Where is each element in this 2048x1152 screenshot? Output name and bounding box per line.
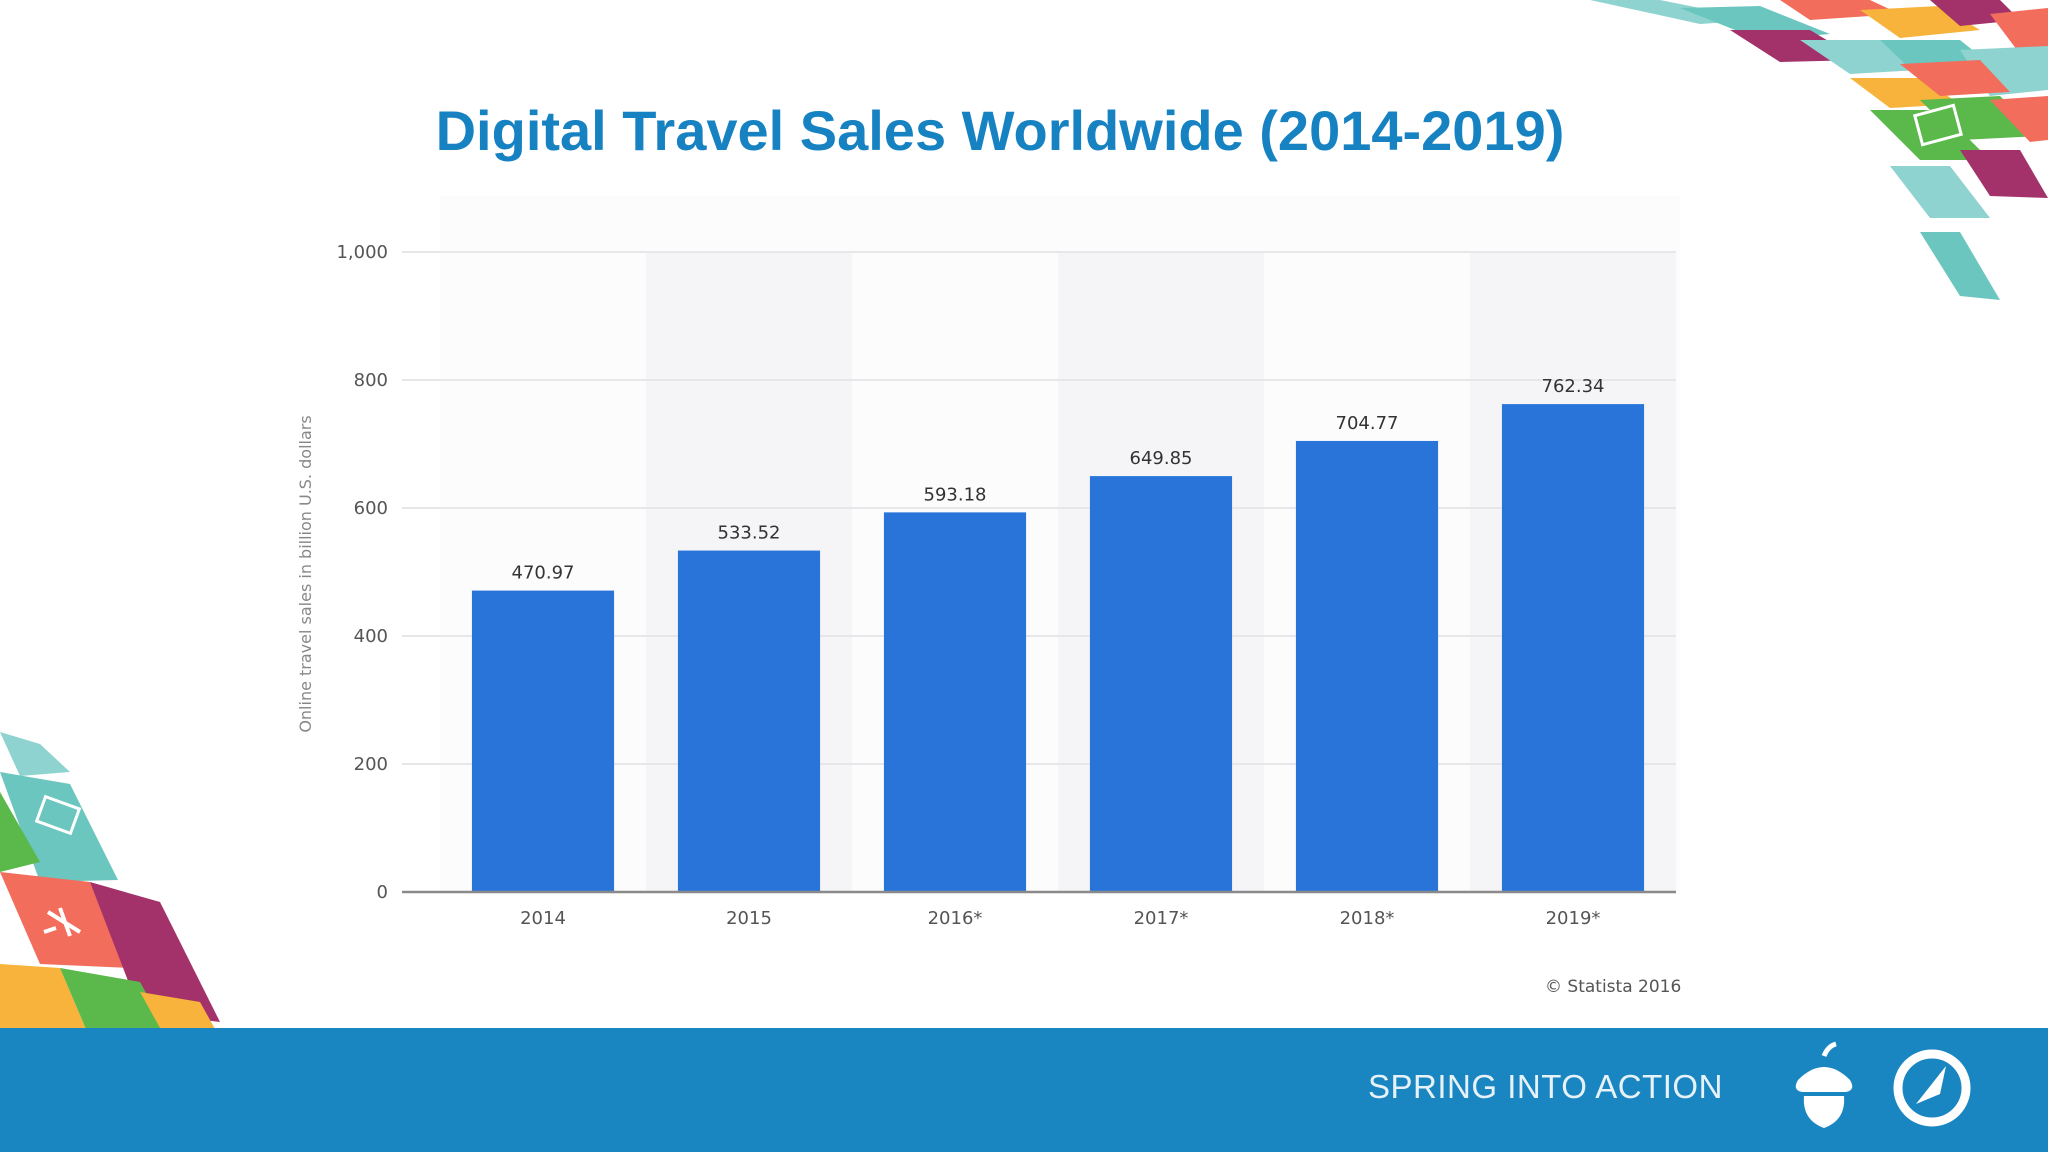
x-tick-label: 2016* xyxy=(928,908,983,929)
compass-logo-icon xyxy=(1893,1049,1971,1127)
acorn-logo-icon xyxy=(1795,1041,1853,1128)
bar xyxy=(1501,404,1645,892)
bar-value-label: 470.97 xyxy=(512,563,575,584)
y-tick-label: 600 xyxy=(354,498,388,519)
bar-value-label: 649.85 xyxy=(1130,448,1193,469)
x-tick-label: 2014 xyxy=(520,908,566,929)
x-tick-label: 2015 xyxy=(726,908,772,929)
footer-tagline: SPRING INTO ACTION xyxy=(1368,1068,1723,1105)
bar xyxy=(677,550,821,892)
y-tick-label: 200 xyxy=(354,754,388,775)
chart-source-credit: © Statista 2016 xyxy=(1545,977,1682,997)
x-tick-label: 2018* xyxy=(1340,908,1395,929)
footer-band xyxy=(0,1028,2048,1152)
bar-chart: 0 200 400 600 800 1,000 470.97 533.52 593.18 649… xyxy=(296,242,1676,929)
bar-value-label: 593.18 xyxy=(924,484,987,505)
bar-value-label: 762.34 xyxy=(1542,376,1605,397)
y-axis-label: Online travel sales in billion U.S. doll… xyxy=(296,415,315,732)
bar-value-label: 533.52 xyxy=(718,523,781,544)
x-tick-label: 2017* xyxy=(1134,908,1189,929)
bar-value-label: 704.77 xyxy=(1336,413,1399,434)
slide-title: Digital Travel Sales Worldwide (2014-201… xyxy=(435,99,1565,162)
y-tick-label: 0 xyxy=(377,882,388,903)
suitcase-icon xyxy=(34,794,82,836)
x-tick-label: 2019* xyxy=(1546,908,1601,929)
y-tick-label: 800 xyxy=(354,370,388,391)
bar xyxy=(471,590,615,892)
airplane-icon xyxy=(43,907,82,937)
top-right-mosaic-decoration xyxy=(1590,0,2048,300)
bar xyxy=(1295,440,1439,892)
y-tick-label: 400 xyxy=(354,626,388,647)
y-tick-label: 1,000 xyxy=(336,242,388,263)
bar xyxy=(883,512,1027,892)
bar xyxy=(1089,476,1233,892)
